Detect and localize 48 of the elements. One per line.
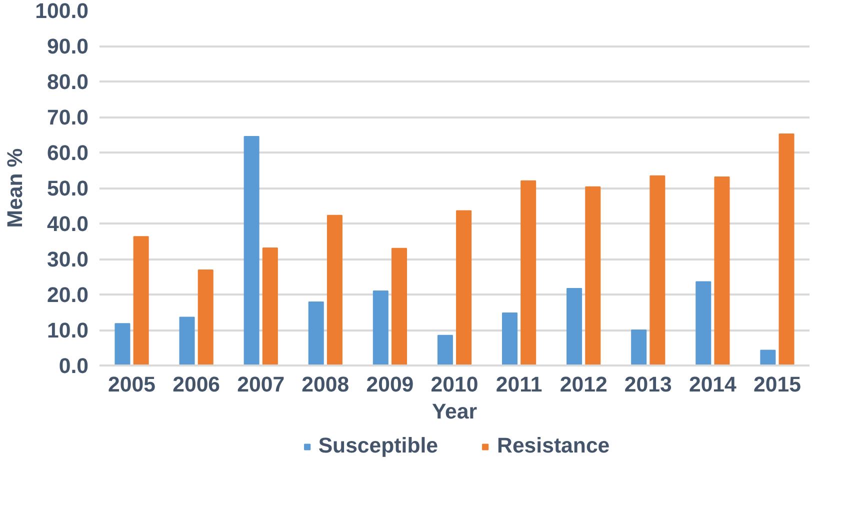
bar [760, 350, 776, 366]
x-tick-label: 2005 [108, 372, 156, 396]
y-tick-label: 10.0 [46, 318, 89, 342]
bar [566, 288, 582, 366]
y-tick-label: 90.0 [46, 34, 89, 58]
legend-label: Susceptible [318, 434, 438, 458]
bar [372, 290, 388, 366]
bar [778, 134, 794, 366]
y-tick-label: 20.0 [46, 283, 89, 307]
x-tick-label: 2015 [754, 372, 802, 396]
bar [114, 323, 130, 366]
x-tick-label: 2010 [430, 372, 478, 396]
bar [308, 301, 324, 366]
y-tick-label: 80.0 [46, 70, 89, 94]
y-tick-label: 100.0 [35, 0, 89, 23]
y-tick-label: 30.0 [46, 248, 89, 272]
bar [179, 316, 195, 366]
bar [650, 175, 666, 366]
bar [198, 270, 214, 366]
x-tick-label: 2011 [496, 372, 542, 396]
x-tick-label: 2014 [688, 372, 737, 396]
bar [714, 176, 730, 366]
bar [631, 330, 647, 366]
bar [326, 214, 342, 366]
y-tick-label: 50.0 [46, 176, 89, 200]
bar [502, 312, 518, 366]
x-tick-label: 2007 [237, 372, 285, 396]
bar [391, 248, 408, 366]
bar [585, 186, 601, 366]
x-tick-label: 2013 [624, 372, 672, 396]
bar [437, 334, 453, 366]
x-axis-title: Year [432, 400, 478, 424]
x-tick-label: 2006 [172, 372, 220, 396]
bar [244, 136, 260, 366]
x-tick-label: 2012 [560, 372, 608, 396]
bar [456, 210, 472, 366]
bar [696, 281, 712, 366]
bar [262, 247, 278, 366]
y-tick-label: 0.0 [58, 354, 89, 378]
legend-label: Resistance [497, 434, 610, 458]
y-axis-title: Mean % [3, 148, 28, 228]
bar [520, 180, 536, 366]
y-tick-label: 40.0 [46, 212, 89, 236]
x-tick-label: 2008 [302, 372, 350, 396]
y-tick-label: 60.0 [46, 141, 89, 165]
bar [133, 236, 149, 366]
y-tick-label: 70.0 [46, 106, 89, 130]
x-tick-label: 2009 [366, 372, 414, 396]
